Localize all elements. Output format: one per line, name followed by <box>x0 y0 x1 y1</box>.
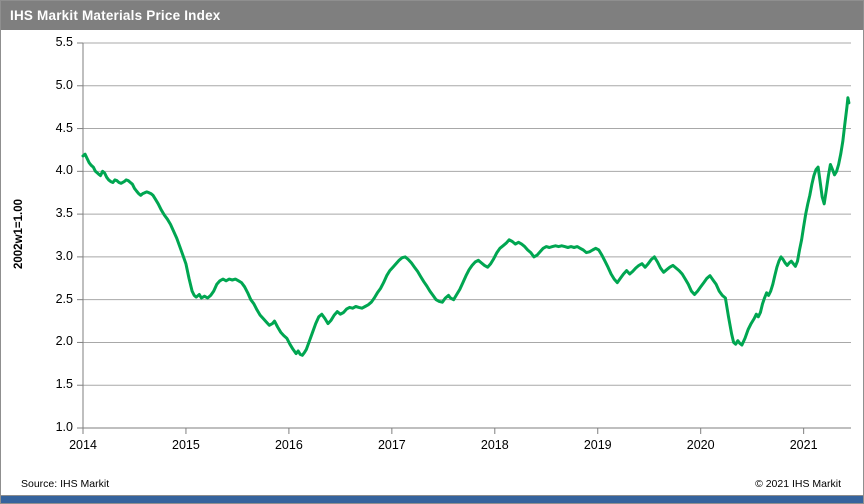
y-tick-label: 5.0 <box>55 77 73 92</box>
y-tick-label: 3.5 <box>55 206 73 221</box>
y-tick-label: 1.0 <box>55 420 73 434</box>
x-tick-label: 2014 <box>69 438 97 452</box>
y-tick-label: 3.0 <box>55 248 73 263</box>
x-tick-label: 2019 <box>583 438 612 452</box>
y-tick-label: 4.5 <box>55 120 73 135</box>
copyright-text: © 2021 IHS Markit <box>755 478 841 490</box>
y-tick-label: 1.5 <box>55 377 73 392</box>
x-tick-label: 2015 <box>172 438 200 452</box>
y-axis-label: 2002w1=1.00 <box>13 198 25 270</box>
price-index-line <box>81 96 851 357</box>
x-tick-label: 2016 <box>274 438 303 452</box>
chart-title: IHS Markit Materials Price Index <box>10 8 221 23</box>
y-tick-label: 4.0 <box>55 163 73 178</box>
y-tick-label: 5.5 <box>55 35 73 49</box>
y-tick-label: 2.0 <box>55 334 73 349</box>
x-tick-label: 2020 <box>686 438 715 452</box>
x-tick-label: 2017 <box>377 438 406 452</box>
title-bar: IHS Markit Materials Price Index <box>1 1 863 30</box>
x-tick-label: 2021 <box>789 438 818 452</box>
source-text: Source: IHS Markit <box>21 478 110 490</box>
x-tick-label: 2018 <box>480 438 509 452</box>
y-tick-label: 2.5 <box>55 291 73 306</box>
footer-accent-bar <box>1 495 863 503</box>
